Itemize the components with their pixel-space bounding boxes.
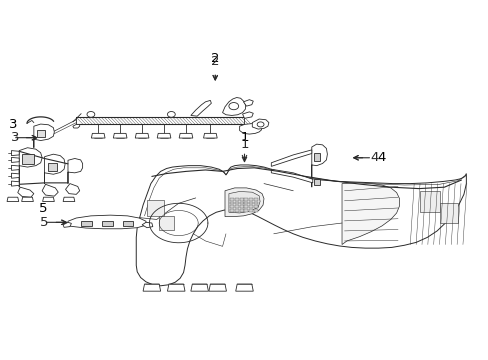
Bar — [419, 191, 439, 212]
Bar — [234, 198, 238, 201]
Polygon shape — [179, 134, 192, 138]
Bar — [239, 202, 243, 204]
Polygon shape — [42, 184, 58, 196]
Polygon shape — [271, 150, 311, 166]
Polygon shape — [252, 119, 268, 129]
Bar — [37, 130, 44, 137]
Polygon shape — [228, 192, 260, 213]
Bar — [229, 198, 233, 201]
Polygon shape — [68, 158, 82, 184]
Polygon shape — [76, 117, 244, 125]
Bar — [314, 179, 320, 185]
Polygon shape — [42, 197, 54, 202]
Bar — [254, 205, 258, 208]
Bar — [244, 205, 248, 208]
Polygon shape — [91, 134, 105, 138]
Polygon shape — [21, 197, 33, 202]
Bar — [244, 209, 248, 212]
Bar — [22, 154, 34, 163]
Bar — [249, 209, 253, 212]
Polygon shape — [73, 125, 80, 128]
Bar — [159, 216, 173, 230]
Bar — [102, 221, 113, 226]
Bar — [81, 221, 92, 226]
Circle shape — [257, 122, 264, 127]
Bar — [439, 203, 457, 223]
Polygon shape — [341, 183, 399, 244]
Polygon shape — [44, 154, 65, 184]
Polygon shape — [224, 188, 264, 217]
Polygon shape — [157, 134, 170, 138]
Polygon shape — [208, 284, 226, 291]
Polygon shape — [235, 284, 253, 291]
Bar — [314, 153, 320, 161]
Polygon shape — [243, 100, 253, 106]
Bar — [122, 221, 133, 226]
Bar — [249, 202, 253, 204]
Polygon shape — [222, 98, 245, 116]
Polygon shape — [11, 173, 19, 178]
Polygon shape — [11, 165, 19, 170]
Bar — [244, 198, 248, 201]
Text: 5: 5 — [39, 202, 48, 215]
Polygon shape — [65, 184, 80, 194]
Polygon shape — [311, 144, 327, 187]
Polygon shape — [11, 181, 19, 186]
Text: 2: 2 — [210, 52, 219, 65]
Bar — [254, 202, 258, 204]
Text: 1: 1 — [240, 131, 248, 144]
Text: 4: 4 — [369, 151, 378, 164]
Polygon shape — [7, 197, 19, 202]
Polygon shape — [135, 134, 149, 138]
Polygon shape — [142, 222, 153, 228]
Polygon shape — [242, 112, 253, 118]
Polygon shape — [143, 284, 160, 291]
Bar — [239, 198, 243, 201]
Polygon shape — [190, 100, 211, 116]
Polygon shape — [68, 215, 146, 229]
Polygon shape — [63, 222, 71, 227]
Polygon shape — [239, 123, 261, 134]
Bar — [254, 209, 258, 212]
Text: 3: 3 — [9, 117, 17, 131]
Text: 3: 3 — [11, 131, 19, 144]
Polygon shape — [11, 150, 19, 156]
Bar — [244, 202, 248, 204]
Bar — [47, 163, 57, 171]
Text: 5: 5 — [40, 216, 48, 229]
Bar — [249, 198, 253, 201]
Polygon shape — [113, 134, 127, 138]
Polygon shape — [271, 169, 312, 183]
Polygon shape — [19, 148, 42, 187]
Bar — [254, 198, 258, 201]
Bar — [249, 205, 253, 208]
Polygon shape — [203, 134, 217, 138]
Circle shape — [167, 112, 175, 117]
Polygon shape — [167, 284, 184, 291]
Circle shape — [87, 112, 95, 117]
Circle shape — [228, 103, 238, 110]
Bar — [229, 209, 233, 212]
Bar — [229, 202, 233, 204]
Polygon shape — [11, 157, 19, 162]
Text: 1: 1 — [240, 138, 248, 150]
Text: 2: 2 — [210, 55, 219, 68]
Bar — [234, 209, 238, 212]
Bar — [239, 209, 243, 212]
Bar — [239, 205, 243, 208]
Polygon shape — [190, 284, 208, 291]
Bar — [234, 205, 238, 208]
Polygon shape — [136, 165, 466, 286]
Polygon shape — [63, 197, 75, 202]
Text: 4: 4 — [376, 151, 385, 164]
Bar — [229, 205, 233, 208]
Bar — [234, 202, 238, 204]
Polygon shape — [18, 187, 34, 197]
Polygon shape — [34, 124, 54, 148]
Bar — [147, 200, 163, 216]
